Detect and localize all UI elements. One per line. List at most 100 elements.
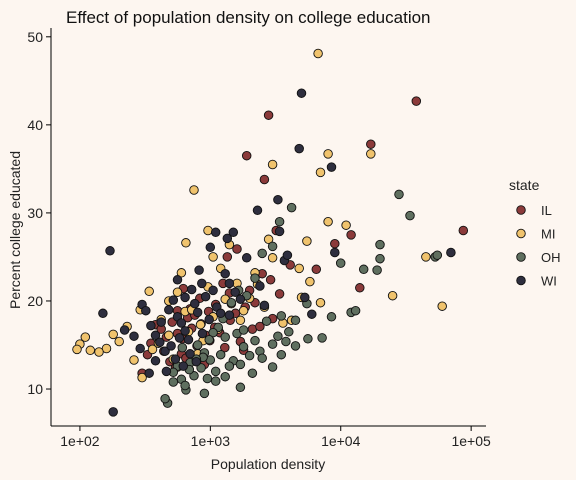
data-point: [208, 285, 218, 296]
data-point: [180, 326, 190, 336]
data-point: [241, 253, 252, 263]
data-point: [168, 295, 179, 305]
data-point: [267, 241, 278, 252]
data-point: [303, 334, 313, 344]
data-point: [387, 290, 398, 301]
data-point: [192, 307, 203, 318]
data-point: [421, 252, 431, 262]
data-point: [255, 321, 265, 332]
data-point: [372, 265, 382, 275]
data-point: [228, 227, 239, 238]
data-point: [220, 371, 230, 382]
data-point: [358, 264, 369, 275]
data-point: [150, 356, 161, 366]
data-point: [203, 225, 213, 236]
data-point: [274, 216, 285, 227]
data-point: [189, 185, 199, 195]
data-point: [180, 292, 190, 303]
legend-label: IL: [541, 203, 552, 218]
data-point: [232, 244, 242, 254]
data-point: [141, 305, 151, 316]
data-point: [284, 327, 294, 337]
data-point: [276, 311, 287, 321]
data-point: [164, 305, 174, 315]
data-point: [168, 377, 179, 387]
x-tick-label: 1e+02: [60, 433, 100, 449]
data-point: [137, 372, 147, 383]
data-point: [222, 233, 233, 244]
x-axis-title: Population density: [211, 456, 325, 472]
data-point: [135, 343, 145, 354]
data-point: [150, 330, 161, 341]
legend: state IL MI OH WI: [509, 177, 561, 289]
y-tick-label: 40: [27, 117, 43, 133]
data-point: [405, 210, 415, 221]
data-point: [300, 292, 310, 303]
data-point: [160, 346, 170, 356]
data-point: [170, 354, 181, 364]
data-point: [305, 276, 315, 287]
data-point: [323, 149, 333, 159]
legend-swatch: [516, 228, 526, 239]
data-point: [215, 308, 226, 319]
data-point: [330, 247, 340, 258]
data-point: [202, 373, 213, 384]
x-tick-label: 1e+03: [191, 433, 231, 449]
y-tick-label: 50: [27, 29, 43, 45]
data-point: [355, 283, 365, 293]
data-point: [257, 248, 267, 259]
data-point: [315, 167, 326, 178]
y-tick-label: 30: [27, 205, 43, 221]
data-point: [302, 236, 312, 246]
data-point: [259, 174, 270, 185]
data-point: [210, 376, 221, 386]
data-point: [183, 334, 194, 345]
data-point: [208, 252, 218, 262]
data-point: [330, 238, 340, 249]
data-point: [166, 341, 176, 351]
data-point: [259, 300, 270, 311]
legend-swatch: [516, 205, 526, 215]
data-point: [119, 325, 130, 335]
data-point: [265, 275, 276, 285]
data-point: [315, 297, 326, 308]
data-point: [458, 225, 469, 236]
legend-swatch: [516, 252, 526, 262]
data-point: [215, 349, 226, 360]
data-point: [437, 301, 447, 311]
data-point: [341, 220, 351, 230]
data-point: [98, 308, 108, 319]
data-point: [199, 388, 210, 399]
data-point: [200, 291, 211, 302]
data-point: [267, 339, 278, 349]
data-point: [147, 344, 158, 355]
data-point: [241, 150, 252, 161]
data-point: [108, 407, 118, 417]
x-tick-label: 1e+04: [321, 433, 361, 449]
y-tick-label: 20: [27, 293, 43, 309]
data-point: [105, 246, 115, 256]
data-point: [294, 263, 304, 274]
data-point: [190, 298, 200, 309]
y-axis-title: Percent college educated: [7, 151, 23, 309]
data-point: [311, 264, 322, 275]
data-point: [220, 342, 230, 353]
data-point: [326, 162, 337, 172]
data-point: [255, 281, 265, 291]
data-point: [274, 289, 285, 299]
data-point: [226, 297, 237, 308]
data-point: [290, 341, 301, 351]
legend-label: OH: [541, 250, 561, 265]
legend-title: state: [509, 177, 540, 193]
data-point: [294, 143, 304, 154]
data-point: [195, 319, 206, 330]
data-point: [247, 368, 258, 378]
data-point: [80, 332, 91, 342]
data-point: [172, 287, 183, 297]
data-point: [144, 368, 154, 378]
data-point: [290, 315, 301, 326]
data-point: [129, 355, 139, 365]
data-point: [238, 325, 249, 335]
y-tick-label: 10: [27, 381, 43, 397]
data-point: [263, 110, 274, 120]
